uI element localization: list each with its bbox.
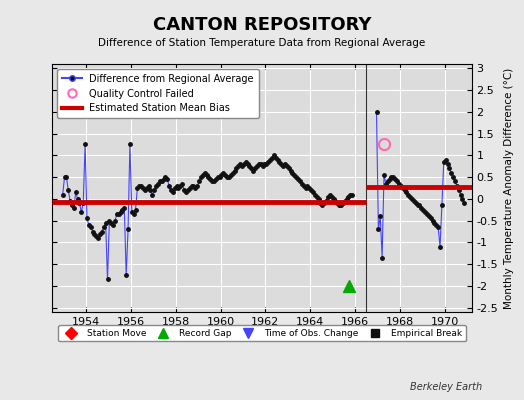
Legend: Station Move, Record Gap, Time of Obs. Change, Empirical Break: Station Move, Record Gap, Time of Obs. C… bbox=[58, 325, 466, 342]
Y-axis label: Monthly Temperature Anomaly Difference (°C): Monthly Temperature Anomaly Difference (… bbox=[504, 67, 514, 309]
Text: Difference of Station Temperature Data from Regional Average: Difference of Station Temperature Data f… bbox=[99, 38, 425, 48]
Text: Berkeley Earth: Berkeley Earth bbox=[410, 382, 482, 392]
Text: CANTON REPOSITORY: CANTON REPOSITORY bbox=[153, 16, 371, 34]
Legend: Difference from Regional Average, Quality Control Failed, Estimated Station Mean: Difference from Regional Average, Qualit… bbox=[57, 69, 259, 118]
